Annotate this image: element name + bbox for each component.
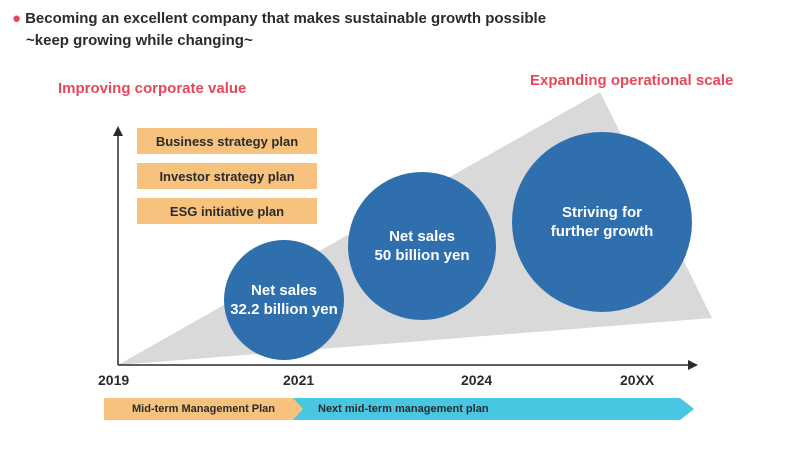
- circle-2021-line2: 32.2 billion yen: [230, 301, 338, 318]
- circle-2021: Net sales 32.2 billion yen: [224, 240, 344, 360]
- x-axis-arrow-icon: [688, 360, 698, 370]
- band-next: [293, 398, 495, 420]
- plan-box-esg: ESG initiative plan: [137, 198, 317, 224]
- circle-2024-line2: 50 billion yen: [374, 247, 470, 264]
- headline-line1: Becoming an excellent company that makes…: [25, 10, 547, 27]
- headline-line2: ~keep growing while changing~: [26, 32, 253, 49]
- plan-box-investor: Investor strategy plan: [137, 163, 317, 189]
- left-label: Improving corporate value: [58, 80, 247, 97]
- band-next-label: Next mid-term management plan: [318, 403, 489, 415]
- year-2019: 2019: [98, 372, 130, 388]
- circle-2021-line1: Net sales: [251, 282, 317, 299]
- plan-box-business: Business strategy plan: [137, 128, 317, 154]
- right-label: Expanding operational scale: [530, 72, 734, 89]
- circle-20xx-line2: further growth: [550, 223, 654, 240]
- year-2024: 2024: [461, 372, 493, 388]
- band-midterm-label: Mid-term Management Plan: [132, 403, 276, 415]
- circle-2024: Net sales 50 billion yen: [348, 172, 496, 320]
- circle-20xx-line1: Striving for: [561, 204, 642, 221]
- bullet-dot-icon: ●: [12, 10, 22, 27]
- circle-2024-line1: Net sales: [389, 228, 455, 245]
- year-2021: 2021: [283, 372, 315, 388]
- y-axis-arrow-icon: [113, 126, 123, 136]
- headline: ● Becoming an excellent company that make…: [12, 8, 546, 52]
- band-midterm: [104, 398, 306, 420]
- year-20xx: 20XX: [620, 372, 655, 388]
- band-future: [482, 398, 694, 420]
- circle-20xx: Striving for further growth: [512, 132, 692, 312]
